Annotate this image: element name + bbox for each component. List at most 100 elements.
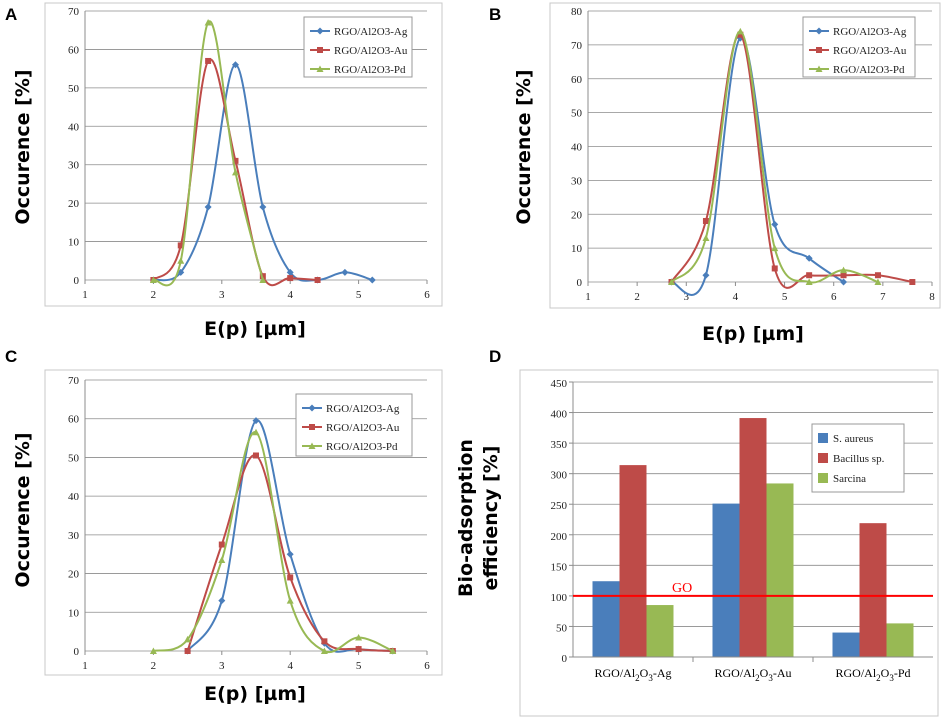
chart-c-xtick-label: 2 bbox=[151, 660, 157, 672]
chart-b-ytick-label: 0 bbox=[577, 277, 583, 289]
chart-a-ytick-label: 0 bbox=[74, 275, 80, 287]
chart-c-xtick-label: 4 bbox=[287, 660, 293, 672]
chart-d-ytick-label: 0 bbox=[562, 653, 568, 665]
chart-c-legend-marker bbox=[309, 424, 315, 430]
chart-b-series-2-point bbox=[874, 272, 881, 279]
chart-d-category-label: RGO/Al2O3-Pd bbox=[835, 666, 910, 683]
chart-b-xtick-label: 3 bbox=[684, 291, 690, 303]
chart-c-series-2-point bbox=[287, 574, 294, 581]
chart-b-series-3-point bbox=[771, 244, 779, 252]
chart-a-xlabel: E(p) [µm] bbox=[204, 318, 306, 340]
chart-b-series-3-point bbox=[874, 278, 882, 285]
chart-c-series-2-point bbox=[253, 452, 259, 459]
chart-b-series-2-point bbox=[702, 218, 709, 225]
chart-d-ytick-label: 400 bbox=[551, 409, 568, 421]
chart-d-bar-bacillus-sp bbox=[619, 465, 647, 657]
chart-a-series-1-point bbox=[204, 203, 212, 211]
chart-b-legend-marker bbox=[816, 47, 822, 53]
chart-d-bar-sarcina bbox=[646, 605, 674, 657]
chart-d-category-label-part: O bbox=[760, 666, 769, 680]
chart-c-series-3-point bbox=[184, 635, 192, 643]
chart-b-xtick-label: 4 bbox=[733, 291, 739, 303]
chart-a-xtick-label: 1 bbox=[82, 289, 88, 301]
chart-b-series-2-point bbox=[909, 279, 916, 285]
chart-a-series-1-point bbox=[286, 268, 294, 276]
chart-a-series-3-point bbox=[231, 168, 239, 176]
chart-d-category-label-part: 2 bbox=[876, 673, 881, 683]
chart-a-ytick-label: 70 bbox=[68, 6, 80, 18]
chart-b-series-3-line bbox=[670, 30, 879, 284]
chart-d-ytick-label: 300 bbox=[551, 470, 568, 482]
chart-c-ytick-label: 50 bbox=[68, 452, 80, 464]
chart-c-series-2-point bbox=[355, 646, 362, 653]
chart-b-ylabel: Occurence [%] bbox=[513, 69, 535, 224]
chart-a-legend-marker bbox=[316, 65, 324, 72]
chart-d-ytick-label: 250 bbox=[551, 500, 568, 512]
chart-b-ytick-label: 50 bbox=[571, 108, 583, 120]
chart-d-ytick-label: 450 bbox=[551, 378, 568, 390]
chart-d-bar-bacillus-sp bbox=[739, 418, 767, 657]
chart-b-series-2-point bbox=[771, 265, 778, 272]
chart-b: 0 10 20 30 40 50 60 70 80 1 2 3 4 5 6 7 8 RGO/Al2O3-Ag RGO… bbox=[549, 2, 941, 309]
chart-c-series-3-line bbox=[153, 431, 394, 654]
chart-b-xlabel: E(p) [µm] bbox=[702, 323, 804, 345]
chart-b-ytick-label: 80 bbox=[571, 6, 583, 18]
chart-c-series-1-point bbox=[252, 417, 260, 425]
chart-c-ytick-label: 0 bbox=[74, 646, 80, 658]
chart-b-xtick-label: 8 bbox=[929, 291, 935, 303]
chart-d-category-label-part: -Pd bbox=[894, 666, 911, 680]
chart-d-bar-s-aureus bbox=[712, 503, 740, 657]
chart-b-series-1-point bbox=[702, 271, 710, 279]
chart-a-series-3-point bbox=[177, 257, 185, 264]
chart-d-ytick-label: 150 bbox=[551, 561, 568, 573]
chart-a-series-2-point bbox=[205, 57, 212, 64]
chart-c-xtick-label: 1 bbox=[82, 660, 88, 672]
chart-c: 0 10 20 30 40 50 60 70 1 2 3 4 5 6 RGO/Al2O3-Ag RGO/Al2… bbox=[44, 369, 443, 676]
chart-a-series-3-point bbox=[204, 19, 212, 26]
chart-c-legend-label: RGO/Al2O3-Pd bbox=[326, 441, 398, 453]
chart-a-xtick-label: 5 bbox=[356, 289, 362, 301]
chart-b-legend-marker bbox=[815, 65, 823, 72]
chart-d-ytick-label: 50 bbox=[556, 622, 568, 634]
chart-d-legend-swatch bbox=[818, 453, 828, 463]
chart-a-xtick-label: 4 bbox=[287, 289, 293, 301]
chart-d-category-label-part: RGO/Al bbox=[594, 666, 635, 680]
chart-b-frame bbox=[549, 2, 941, 309]
chart-a-ytick-label: 30 bbox=[68, 160, 80, 172]
chart-d-legend-swatch bbox=[818, 473, 828, 483]
chart-d-category-label-part: O bbox=[640, 666, 649, 680]
chart-c-series-3-point bbox=[218, 556, 226, 564]
chart-c-series-3-point bbox=[149, 647, 157, 654]
chart-d-category-label-part: O bbox=[881, 666, 890, 680]
chart-a-series-1-point bbox=[368, 276, 376, 284]
chart-d-category-label-part: RGO/Al bbox=[714, 666, 755, 680]
chart-a-series-1-point bbox=[231, 61, 239, 69]
chart-b-ytick-label: 40 bbox=[571, 142, 583, 154]
chart-b-series-3-point bbox=[840, 266, 848, 274]
chart-a-series-2-point bbox=[177, 242, 184, 249]
chart-b-series-2-point bbox=[737, 31, 744, 38]
chart-b-series-2-point bbox=[840, 272, 847, 279]
chart-b-ytick-label: 70 bbox=[571, 40, 583, 52]
panel-letter-a: A bbox=[5, 5, 17, 24]
chart-b-legend-label: RGO/Al2O3-Pd bbox=[833, 64, 905, 76]
chart-a-series-1-point bbox=[341, 268, 349, 276]
chart-a: 0 10 20 30 40 50 60 70 1 2 3 4 5 6 RGO/Al2O3-Ag RGO/Al2… bbox=[44, 2, 443, 307]
chart-b-series-1-point bbox=[771, 220, 779, 228]
chart-c-series-3-point bbox=[252, 428, 260, 436]
chart-b-series-3-point bbox=[805, 278, 813, 285]
chart-a-series-2-point bbox=[287, 275, 294, 282]
chart-d-legend-label: Bacillus sp. bbox=[833, 453, 885, 465]
chart-c-ytick-label: 60 bbox=[68, 414, 80, 426]
chart-a-ytick-label: 40 bbox=[68, 121, 80, 133]
chart-c-frame bbox=[44, 369, 443, 676]
chart-d-legend-label: Sarcina bbox=[833, 473, 866, 485]
chart-d-category-label: RGO/Al2O3-Au bbox=[714, 666, 791, 683]
chart-c-series-2-point bbox=[184, 648, 191, 654]
chart-d-category-label-part: -Au bbox=[773, 666, 792, 680]
chart-a-series-1-line bbox=[153, 63, 373, 282]
chart-d-bar-s-aureus bbox=[832, 632, 860, 657]
chart-b-xtick-label: 1 bbox=[585, 291, 591, 303]
